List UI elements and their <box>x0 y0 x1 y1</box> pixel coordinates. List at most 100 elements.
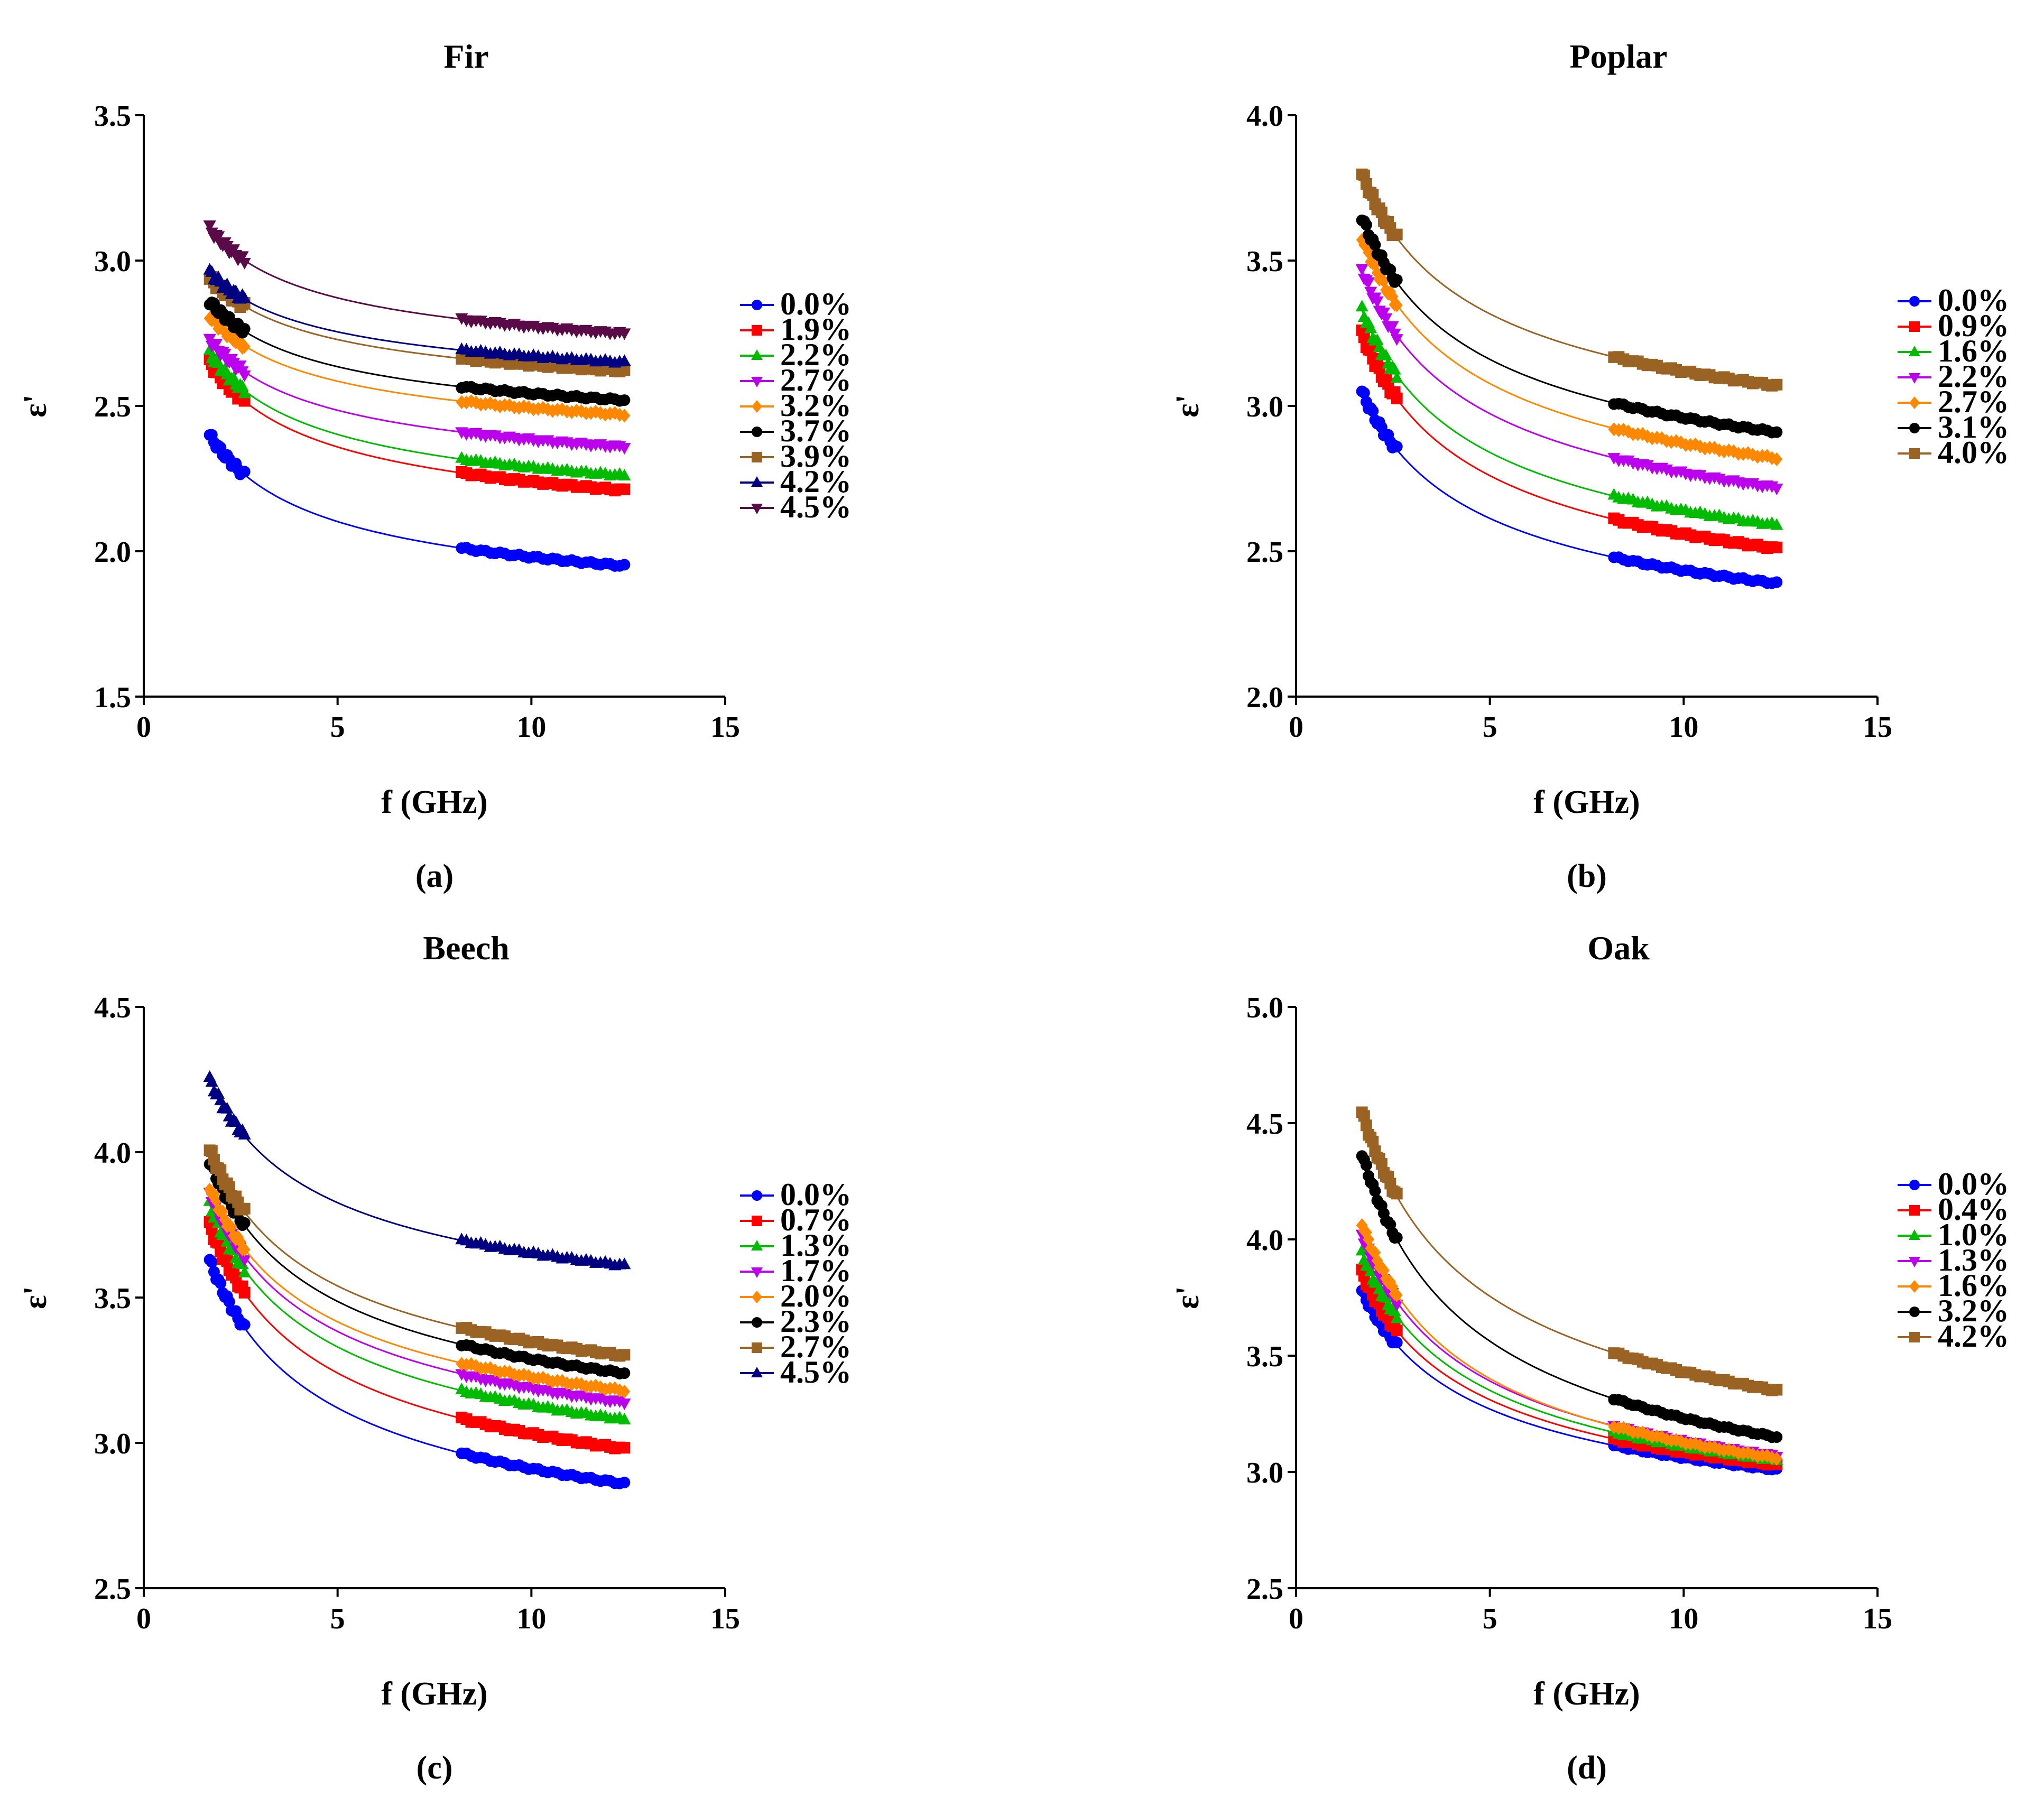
fit-line <box>1361 1111 1777 1392</box>
legend-marker <box>751 476 763 487</box>
data-point <box>1771 1431 1783 1443</box>
legend-marker <box>752 325 762 336</box>
fit-line <box>209 301 625 401</box>
x-tick-label: 0 <box>136 1603 151 1635</box>
fit-line <box>1361 1153 1777 1438</box>
series-0.0% <box>204 429 631 572</box>
legend-item: 0.0% <box>1898 1166 2009 1201</box>
data-point <box>1360 219 1372 231</box>
data-point <box>1377 1263 1390 1277</box>
y-tick-label: 2.0 <box>94 536 131 569</box>
chart-panel-fir: Fir 1.5 2.0 2.5 3.0 3.5 0 5 10 15 f (GHz) ε' (a) 0.0%… <box>17 38 852 894</box>
data-point <box>618 1384 631 1399</box>
legend-label: 4.2% <box>780 464 852 499</box>
data-point <box>1771 452 1783 467</box>
data-point <box>523 400 535 414</box>
y-tick-label: 5.0 <box>1246 992 1283 1024</box>
legend-item: 1.3% <box>1898 1243 2009 1277</box>
data-point <box>618 394 631 406</box>
data-point <box>238 1286 251 1299</box>
data-point <box>609 1381 621 1395</box>
x-tick-label: 0 <box>136 711 151 744</box>
data-point <box>1770 518 1783 530</box>
data-point <box>1367 189 1379 201</box>
x-axis-label: f (GHz) <box>1533 1676 1640 1712</box>
data-point <box>1391 1288 1403 1302</box>
data-point <box>203 220 216 233</box>
data-point <box>575 1377 587 1392</box>
legend-item: 1.6% <box>1898 334 2009 368</box>
legend-marker <box>1909 1332 1920 1342</box>
x-tick-label: 5 <box>1483 711 1497 744</box>
legend-item: 3.9% <box>740 439 852 474</box>
series-4.0% <box>1356 168 1783 392</box>
data-point <box>1355 264 1368 276</box>
data-point <box>218 348 232 360</box>
data-point <box>1391 228 1403 240</box>
data-point <box>618 483 631 495</box>
series-2.7% <box>204 1144 631 1362</box>
fit-line <box>209 1192 625 1403</box>
legend-item: 1.7% <box>740 1253 852 1288</box>
x-tick-label: 10 <box>516 1603 546 1635</box>
data-point <box>1391 1324 1403 1337</box>
data-point <box>618 1367 631 1379</box>
chart-title: Beech <box>423 929 510 967</box>
legend-item: 2.2% <box>1898 359 2009 394</box>
legend-marker <box>752 452 762 462</box>
fit-line <box>209 434 625 567</box>
data-point <box>1694 1438 1706 1453</box>
legend-item: 1.9% <box>740 312 852 347</box>
data-point <box>223 1181 235 1193</box>
data-point <box>556 402 568 416</box>
data-point <box>238 1127 251 1140</box>
data-point <box>203 343 216 355</box>
legend-marker <box>1909 1307 1920 1317</box>
legend-marker <box>752 1190 762 1201</box>
legend-item: 1.3% <box>740 1228 852 1263</box>
series-4.2% <box>1356 1106 1783 1396</box>
legend-marker <box>1909 296 1920 307</box>
data-point <box>470 1359 482 1373</box>
data-point <box>1622 1422 1634 1437</box>
data-point <box>1373 340 1386 353</box>
data-point <box>1363 1232 1375 1247</box>
legend-marker <box>752 1216 762 1226</box>
data-point <box>1360 1225 1372 1239</box>
data-point <box>1670 434 1682 448</box>
data-point <box>618 1442 631 1454</box>
series-0.7% <box>204 1216 631 1455</box>
legend-marker <box>752 427 762 437</box>
x-tick-label: 15 <box>1863 1603 1892 1635</box>
x-axis-label: f (GHz) <box>1533 784 1640 820</box>
data-point <box>1360 1119 1372 1132</box>
x-tick-label: 10 <box>1669 1603 1698 1635</box>
chart-panel-beech: Beech 2.5 3.0 3.5 4.0 4.5 0 5 10 15 f (GHz) ε' (c) 0.… <box>17 929 852 1786</box>
legend-item: 2.3% <box>740 1304 852 1339</box>
data-point <box>238 1319 251 1331</box>
fit-line <box>1361 216 1777 433</box>
data-point <box>1379 313 1393 325</box>
x-tick-label: 10 <box>516 711 546 744</box>
data-point <box>1391 392 1403 404</box>
y-tick-label: 3.5 <box>94 100 131 133</box>
legend-marker <box>1909 321 1920 332</box>
x-tick-label: 15 <box>710 711 740 744</box>
legend-marker <box>751 349 763 360</box>
y-tick-label: 4.5 <box>94 992 131 1024</box>
fit-line <box>209 228 625 334</box>
legend-marker <box>1909 1280 1920 1293</box>
data-point <box>1771 541 1783 553</box>
legend-item: 0.4% <box>1898 1192 2009 1227</box>
legend-marker <box>1909 346 1920 356</box>
legend-label: 3.9% <box>780 439 852 474</box>
data-point <box>1355 300 1368 312</box>
legend-item: 0.0% <box>740 286 852 321</box>
x-tick-label: 5 <box>330 711 345 744</box>
legend-item: 0.0% <box>740 1177 852 1212</box>
y-tick-label: 4.0 <box>1246 1224 1283 1257</box>
data-point <box>1390 1300 1403 1312</box>
legend-label: 0.0% <box>780 286 852 321</box>
legend-label: 3.1% <box>1938 410 2009 444</box>
